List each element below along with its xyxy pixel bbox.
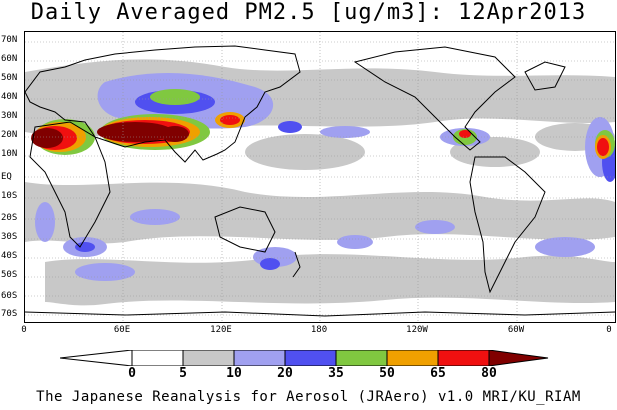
map-title: Daily Averaged PM2.5 [ug/m3]: 12Apr2013 <box>30 0 587 25</box>
colorbar-swatch <box>131 350 184 366</box>
lat-label: 20N <box>1 130 18 140</box>
lat-label: 30S <box>1 232 18 242</box>
lat-label: 20S <box>1 213 18 223</box>
colorbar-swatch <box>182 350 235 366</box>
colorbar-swatch <box>335 350 388 366</box>
colorbar-tick: 20 <box>277 366 293 381</box>
colorbar-tick: 0 <box>128 366 136 381</box>
colorbar-swatch <box>386 350 439 366</box>
footer-credit: The Japanese Reanalysis for Aerosol (JRA… <box>36 389 581 405</box>
colorbar-swatch <box>233 350 286 366</box>
colorbar-swatch <box>284 350 337 366</box>
colorbar-arrow-left <box>60 350 133 366</box>
lat-label: 50S <box>1 270 18 280</box>
coastlines <box>25 45 615 317</box>
lat-label: 70S <box>1 309 18 319</box>
lon-label: 0 <box>606 325 612 335</box>
lat-label: 10S <box>1 191 18 201</box>
lat-label: 40S <box>1 251 18 261</box>
lon-label: 180 <box>310 325 328 335</box>
colorbar-tick: 35 <box>328 366 344 381</box>
colorbar-tick: 50 <box>379 366 395 381</box>
pm25-map <box>25 32 615 322</box>
map-plot-area <box>24 31 616 323</box>
lon-label: 60E <box>113 325 131 335</box>
colorbar-tick: 65 <box>430 366 446 381</box>
lat-label: EQ <box>1 172 12 182</box>
lon-label: 120E <box>210 325 232 335</box>
colorbar <box>60 350 549 366</box>
colorbar-tick: 5 <box>179 366 187 381</box>
lat-label: 70N <box>1 35 18 45</box>
lon-label: 60W <box>507 325 525 335</box>
graticule <box>25 32 615 322</box>
lat-label: 60S <box>1 291 18 301</box>
lat-label: 60N <box>1 54 18 64</box>
lat-label: 40N <box>1 92 18 102</box>
lat-label: 50N <box>1 73 18 83</box>
lat-label: 30N <box>1 111 18 121</box>
lon-label: 120W <box>406 325 428 335</box>
colorbar-tick: 10 <box>226 366 242 381</box>
colorbar-arrow-right <box>488 350 549 366</box>
colorbar-tick: 80 <box>481 366 497 381</box>
lon-label: 0 <box>21 325 27 335</box>
lat-label: 10N <box>1 149 18 159</box>
colorbar-swatch <box>437 350 490 366</box>
